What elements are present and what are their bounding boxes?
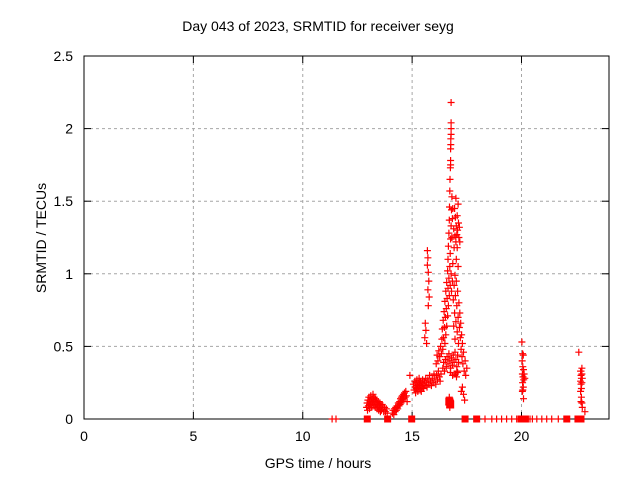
y-tick-label: 1.5 [54,193,74,209]
zero-value-square-marker [408,415,416,423]
x-tick-label: 15 [404,428,420,444]
tick-labels: 0 5 10 15 20 0 0.5 1 1.5 2 2.5 [54,48,530,444]
zero-value-square-marker [517,415,525,423]
x-tick-label: 10 [295,428,311,444]
zero-value-square-marker [521,415,529,423]
dense-cluster-square-marker [446,400,455,409]
zero-value-square-marker [473,415,481,423]
zero-value-square-marker [577,415,585,423]
zero-value-square-marker [384,415,392,423]
y-tick-label: 0 [65,411,73,427]
x-tick-label: 5 [189,428,197,444]
plot-frame [83,55,610,420]
y-tick-label: 2.5 [54,48,74,64]
y-tick-label: 2 [65,121,73,137]
x-tick-label: 20 [514,428,530,444]
frame-border [83,55,610,420]
grid-lines [84,56,609,419]
y-tick-label: 1 [65,266,73,282]
zero-value-square-marker [363,415,371,423]
chart-title: Day 043 of 2023, SRMTID for receiver sey… [182,18,454,34]
x-tick-label: 0 [80,428,88,444]
x-axis-label: GPS time / hours [265,455,372,471]
data-markers [328,99,589,423]
zero-value-square-marker [461,415,469,423]
zero-value-square-marker [563,415,571,423]
y-axis-label: SRMTID / TECUs [33,183,49,293]
y-tick-label: 0.5 [54,338,74,354]
scatter-points [328,99,589,423]
